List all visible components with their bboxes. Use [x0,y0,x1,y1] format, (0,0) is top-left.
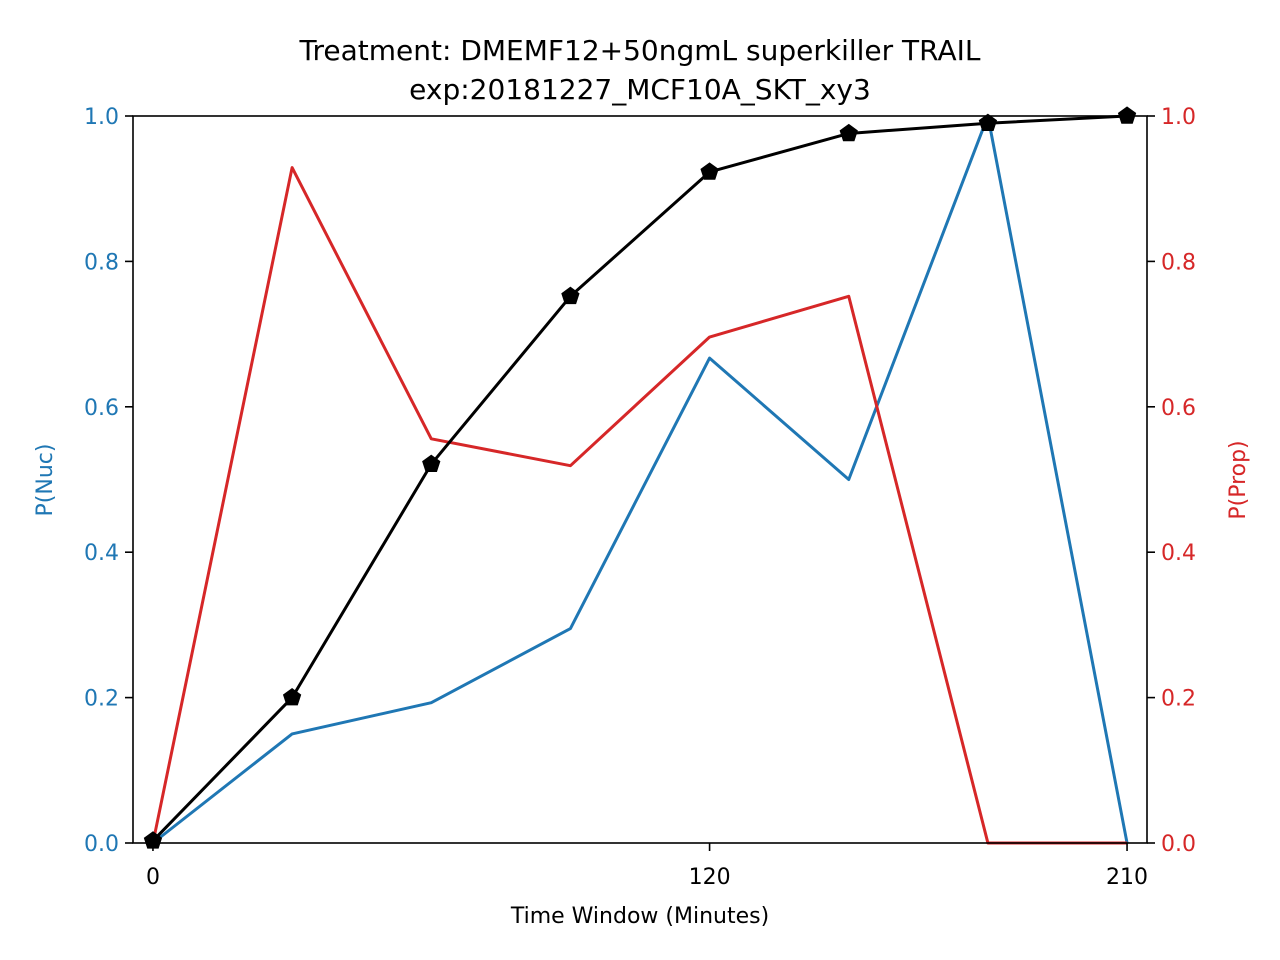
left-y-tick-label: 1.0 [84,105,119,130]
right-y-tick-label: 0.2 [1161,687,1196,712]
series-2-point [282,687,302,706]
left-y-tick-label: 0.8 [84,250,119,275]
x-tick-label: 210 [1106,865,1148,890]
series-layer [151,114,1129,845]
series-2-point [561,286,580,305]
right-y-tick-label: 1.0 [1161,105,1196,130]
series-2-point [700,162,719,180]
x-axis-label: Time Window (Minutes) [510,904,769,929]
right-y-tick-label: 0.0 [1161,832,1196,857]
left-y-tick-label: 0.0 [84,832,119,857]
right-axis-ticks: 0.0 0.2 0.4 0.6 0.8 1.0 [1147,105,1196,857]
series-2-point [422,454,441,473]
right-y-tick-label: 0.4 [1161,541,1196,566]
plot-frame [132,115,1148,844]
chart-title: Treatment: DMEMF12+50ngmL superkiller TR… [299,34,981,67]
series-2-point [839,123,858,142]
series-0-line [152,114,1129,845]
left-y-tick-label: 0.2 [84,687,119,712]
series-1-line [151,166,1128,845]
series-2-line [151,114,1128,842]
chart-subtitle: exp:20181227_MCF10A_SKT_xy3 [409,73,871,106]
right-y-tick-label: 0.8 [1161,250,1196,275]
x-tick-label: 0 [146,865,160,890]
series-2-point [978,113,998,132]
left-y-axis-label: P(Nuc) [33,444,58,517]
x-axis-ticks: 0 120 210 [146,843,1148,890]
right-y-axis-label: P(Prop) [1226,440,1251,519]
right-y-tick-label: 0.6 [1161,396,1196,421]
x-tick-label: 120 [689,865,731,890]
left-y-tick-label: 0.6 [84,396,119,421]
series-2-point [1117,106,1137,124]
left-axis-ticks: 0.0 0.2 0.4 0.6 0.8 1.0 [84,105,133,857]
left-y-tick-label: 0.4 [84,541,119,566]
